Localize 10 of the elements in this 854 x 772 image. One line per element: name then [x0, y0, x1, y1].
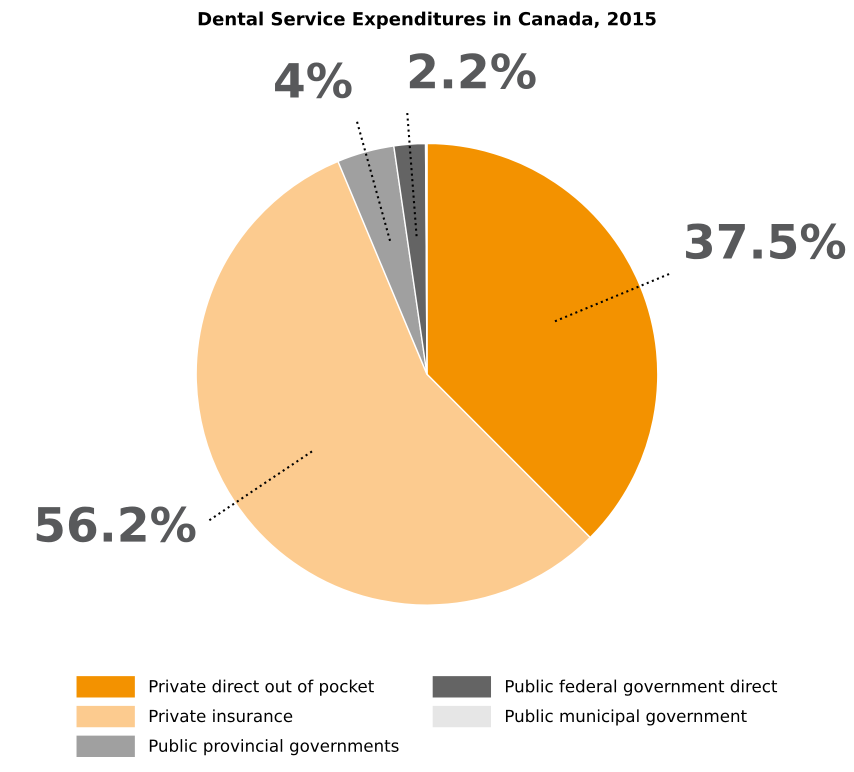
- legend-label: Private insurance: [150, 709, 292, 722]
- legend-label: Public provincial governments: [150, 739, 399, 756]
- legend-label: Private direct out of pocket: [150, 680, 374, 696]
- data-label: 37.5%: [686, 223, 846, 260]
- data-label: 2.2%: [410, 53, 536, 89]
- legend-label: Public municipal government: [506, 709, 747, 726]
- legend-label: Public federal government direct: [506, 680, 778, 696]
- data-label: 56.2%: [36, 506, 196, 542]
- chart-title: Dental Service Expenditures in Canada, 2015: [198, 12, 656, 30]
- data-label: 4%: [275, 62, 352, 98]
